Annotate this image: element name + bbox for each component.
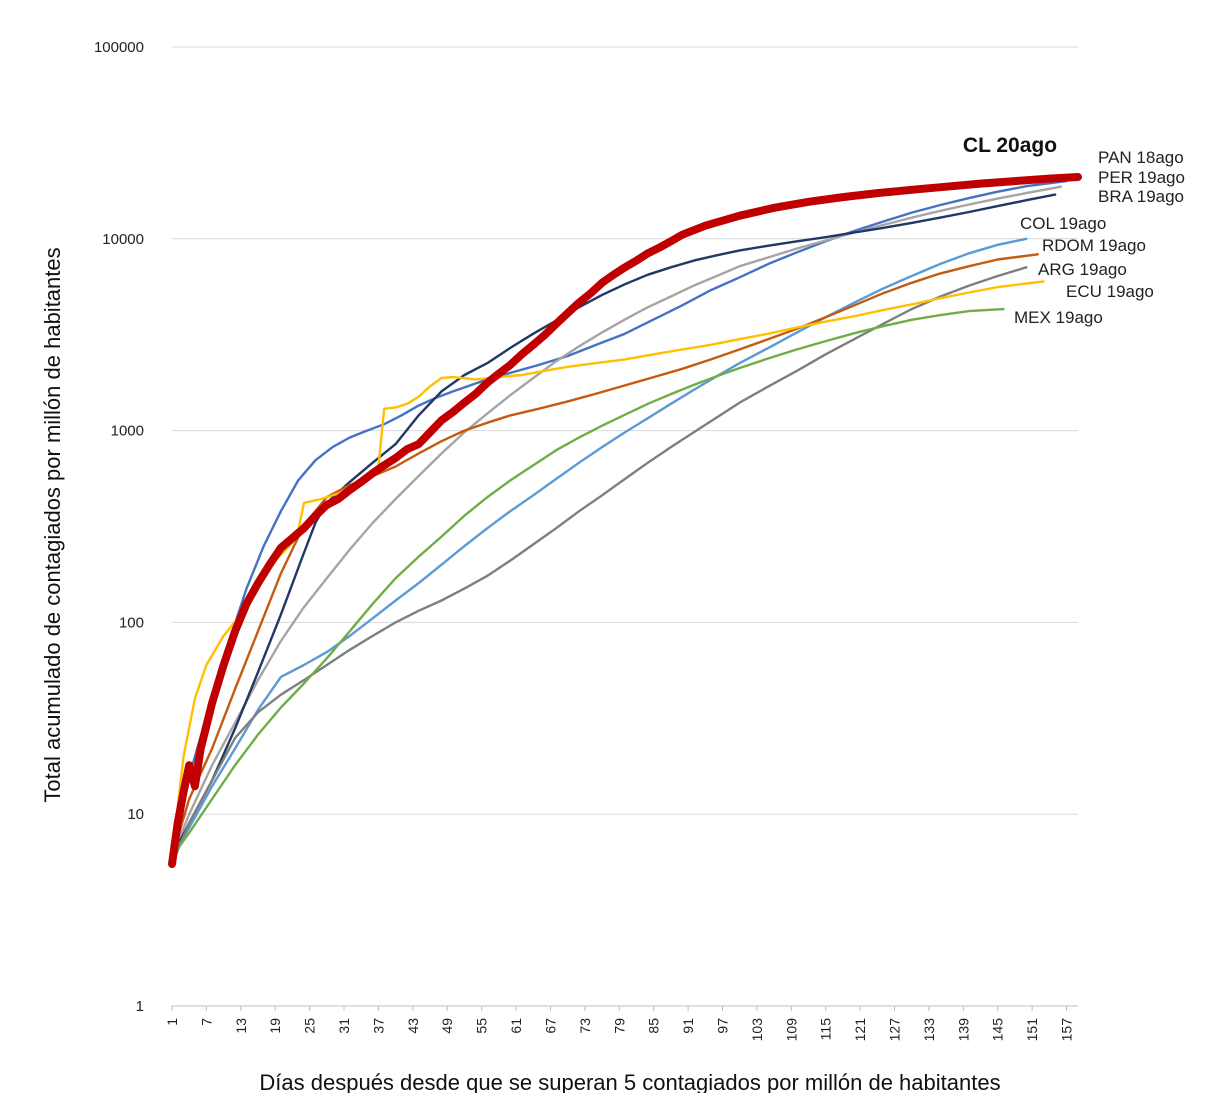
y-tick-label: 10 [127,806,144,823]
series-lines [168,173,1082,868]
axes: 1 10 100 1000 10000 100000 1 7 13 19 25 31 37 43 49 55 6… [94,39,1078,1041]
series-line-cl [168,173,1082,868]
y-tick-label: 100000 [94,39,144,56]
x-tick-label: 115 [818,1018,834,1041]
series-line-mex [170,307,1005,858]
x-tick-label: 103 [749,1018,765,1042]
series-label-pan: PAN 18ago [1098,148,1184,167]
x-tick-label: 151 [1024,1018,1040,1042]
x-tick-label: 43 [405,1018,421,1034]
gridlines [172,46,1078,815]
x-tick-label: 1 [164,1018,180,1026]
x-tick-label: 139 [955,1018,971,1042]
x-tick-label: 73 [577,1018,593,1034]
x-tick-label: 85 [646,1018,662,1034]
x-tick-label: 25 [302,1018,318,1034]
x-tick-label: 7 [198,1018,214,1026]
x-tick-label: 109 [783,1018,799,1042]
series-label-bra: BRA 19ago [1098,187,1184,206]
y-tick-label: 10000 [102,231,144,248]
x-tick-label: 19 [267,1018,283,1034]
x-tick-label: 157 [1059,1018,1075,1042]
x-tick-label: 13 [233,1018,249,1034]
series-label-col: COL 19ago [1020,214,1106,233]
x-tick-label: 49 [439,1018,455,1034]
series-label-ecu: ECU 19ago [1066,282,1154,301]
x-tick-label: 127 [887,1018,903,1042]
x-tick-label: 121 [852,1018,868,1042]
x-tick-label: 91 [680,1018,696,1034]
x-axis-title: Días después desde que se superan 5 cont… [259,1070,1000,1093]
x-tick-label: 133 [921,1018,937,1042]
x-tick-label: 31 [336,1018,352,1034]
y-tick-label: 1000 [111,423,144,440]
x-tick-label: 67 [542,1018,558,1034]
x-tick-label: 79 [611,1018,627,1034]
series-line-arg [170,266,1028,866]
x-tick-label: 61 [508,1018,524,1034]
x-tick-label: 97 [714,1018,730,1034]
y-tick-label: 100 [119,614,144,631]
series-line-col [170,237,1028,858]
series-label-per: PER 19ago [1098,168,1185,187]
series-line-per [170,185,1062,858]
x-tick-label: 55 [474,1018,490,1034]
series-label-arg: ARG 19ago [1038,260,1127,279]
y-tick-label: 1 [136,998,144,1015]
x-tick-label: 37 [370,1018,386,1034]
series-label-cl: CL 20ago [963,134,1057,157]
series-label-rdom: RDOM 19ago [1042,236,1146,255]
series-line-rdom [170,253,1040,858]
series-label-mex: MEX 19ago [1014,308,1103,327]
x-tick-label: 145 [990,1018,1006,1042]
y-axis-title: Total acumulado de contagiados por milló… [40,247,65,802]
